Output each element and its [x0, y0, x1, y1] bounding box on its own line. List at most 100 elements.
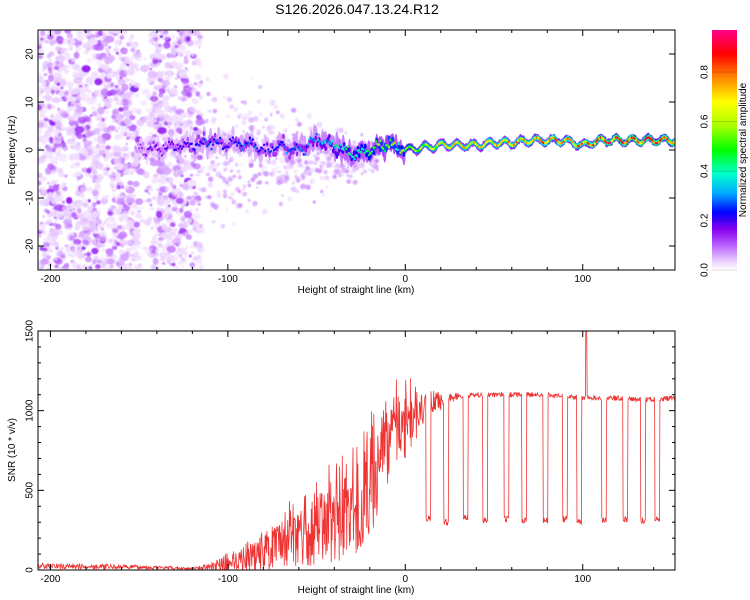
noise-blob [97, 103, 101, 107]
noise-blob [219, 130, 225, 136]
noise-blob [38, 89, 41, 92]
noise-blob [296, 157, 302, 163]
noise-blob [41, 150, 46, 153]
noise-blob [180, 96, 187, 102]
noise-blob [49, 228, 60, 237]
noise-blob [182, 184, 190, 190]
noise-blob [145, 118, 150, 123]
ridge-core [307, 142, 310, 146]
ridge-core [318, 140, 321, 143]
ridge-core [282, 143, 285, 146]
noise-blob [147, 63, 152, 67]
noise-blob [376, 159, 379, 162]
noise-blob [124, 154, 131, 160]
ridge-core [220, 142, 223, 145]
ridge-core [277, 145, 280, 149]
noise-blob [130, 210, 136, 216]
ridge-core [352, 155, 355, 159]
noise-blob [304, 160, 309, 165]
noise-blob [186, 196, 192, 200]
noise-blob [171, 72, 174, 75]
ridge-band [282, 133, 285, 139]
noise-blob [80, 186, 87, 193]
noise-blob [81, 167, 88, 173]
noise-blob [295, 131, 299, 134]
noise-blob [71, 247, 76, 253]
noise-blob [370, 162, 373, 166]
noise-blob [231, 199, 237, 205]
noise-blob [112, 228, 119, 233]
noise-blob [209, 209, 213, 212]
noise-blob [231, 222, 235, 226]
noise-blob [149, 247, 153, 251]
noise-blob [91, 189, 99, 197]
noise-blob [84, 30, 93, 37]
noise-blob [40, 258, 49, 265]
noise-blob [215, 156, 219, 160]
noise-blob [61, 200, 66, 204]
ridge-core [274, 147, 277, 151]
noise-blob [278, 201, 284, 207]
noise-blob [112, 207, 123, 215]
noise-blob [77, 116, 87, 124]
colorbar-tick-label: 0.2 [700, 213, 711, 227]
ridge-band [234, 136, 238, 142]
ridge-core [370, 150, 373, 153]
noise-blob [55, 151, 61, 157]
noise-blob [91, 155, 99, 162]
ridge-core [358, 148, 361, 152]
noise-blob [55, 251, 60, 256]
ridge-band [347, 147, 351, 153]
noise-blob [171, 34, 175, 39]
noise-blob [39, 246, 44, 251]
noise-blob [148, 252, 156, 259]
ridge-core [186, 141, 189, 145]
ridge-band [213, 132, 217, 138]
noise-blob [143, 171, 150, 179]
noise-blob [187, 218, 193, 224]
noise-blob [86, 253, 90, 256]
noise-blob [73, 51, 80, 59]
ridge-core [236, 144, 239, 147]
noise-blob [136, 119, 144, 127]
noise-blob [312, 160, 318, 166]
noise-blob [50, 165, 57, 171]
noise-blob [181, 77, 190, 84]
ridge-core [324, 140, 327, 144]
noise-blob [192, 256, 197, 261]
ridge-core [342, 148, 345, 151]
noise-blob [90, 73, 98, 80]
noise-blob [165, 207, 172, 212]
noise-blob [186, 172, 190, 176]
noise-blob [117, 204, 124, 210]
noise-blob [146, 198, 152, 203]
noise-blob [46, 267, 50, 270]
noise-blob [43, 73, 48, 76]
noise-blob [333, 168, 340, 175]
ridge-core [328, 140, 331, 143]
ridge-core [254, 143, 257, 147]
ridge-core [162, 144, 165, 147]
noise-blob [97, 117, 102, 122]
noise-blob [237, 190, 242, 194]
noise-blob [169, 222, 176, 228]
noise-blob [119, 62, 126, 70]
noise-blob [103, 56, 114, 64]
noise-blob [268, 130, 273, 135]
ridge-band [357, 153, 361, 159]
ridge-core [458, 142, 461, 146]
noise-blob [119, 35, 125, 40]
noise-blob [113, 165, 119, 170]
noise-blob [355, 163, 361, 170]
noise-blob [301, 165, 305, 169]
ridge-core [617, 137, 621, 141]
noise-blob [319, 175, 325, 181]
noise-blob [43, 117, 49, 122]
ridge-core [169, 143, 172, 146]
noise-blob [92, 179, 96, 183]
noise-blob [104, 150, 109, 155]
noise-blob [142, 200, 146, 203]
noise-blob [50, 180, 57, 186]
noise-blob [262, 208, 268, 215]
noise-blob [90, 114, 93, 117]
